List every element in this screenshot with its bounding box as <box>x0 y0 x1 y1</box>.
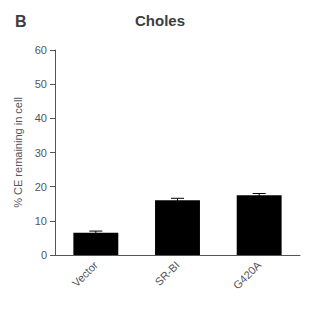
svg-text:20: 20 <box>35 181 47 193</box>
svg-text:60: 60 <box>35 44 47 56</box>
svg-text:G420A: G420A <box>231 258 264 291</box>
svg-text:30: 30 <box>35 147 47 159</box>
svg-text:SR-BI: SR-BI <box>153 259 182 288</box>
svg-text:50: 50 <box>35 78 47 90</box>
svg-text:B: B <box>15 13 27 30</box>
svg-text:0: 0 <box>41 249 47 261</box>
svg-text:Choles: Choles <box>135 12 185 29</box>
svg-text:10: 10 <box>35 215 47 227</box>
svg-text:40: 40 <box>35 112 47 124</box>
svg-text:% CE remaining in cell: % CE remaining in cell <box>12 97 24 208</box>
svg-text:Vector: Vector <box>70 259 101 290</box>
